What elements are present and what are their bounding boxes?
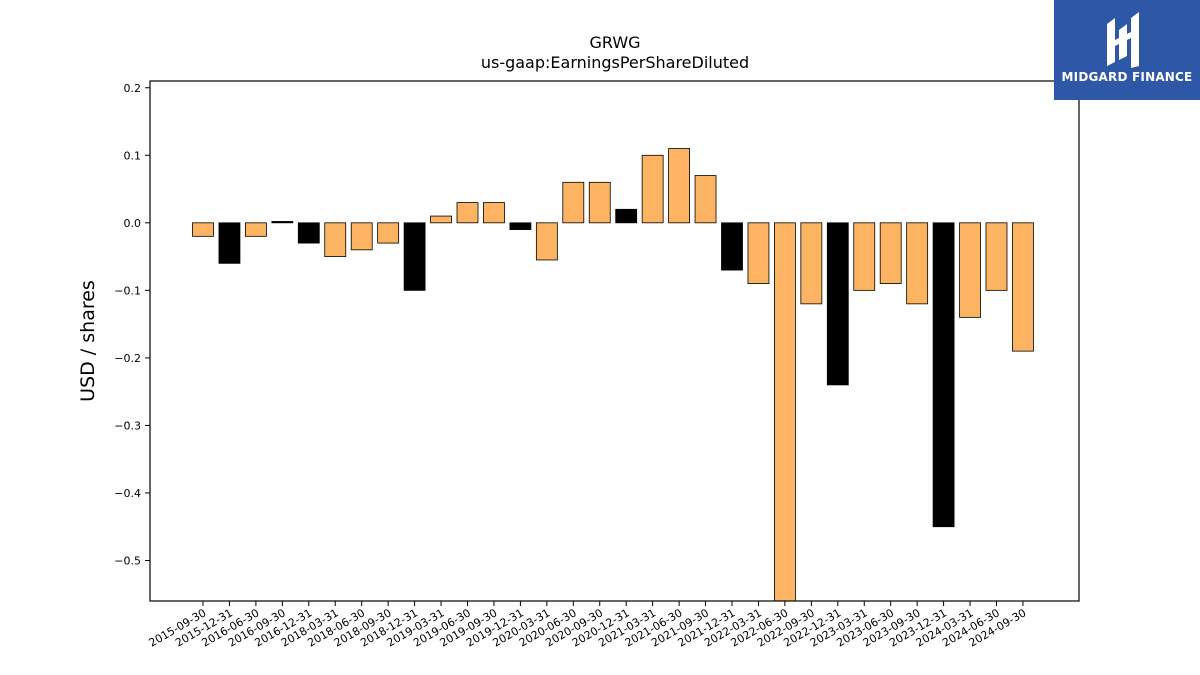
bar-2022-03-31: [747, 222, 770, 284]
bar-2020-12-31: [615, 208, 638, 224]
bar-2024-06-30: [985, 222, 1008, 291]
bar-2020-06-30: [562, 181, 585, 224]
y-tick-label: −0.3: [114, 419, 141, 432]
chart-title: GRWG: [589, 33, 640, 52]
bar-2019-09-30: [483, 202, 505, 224]
y-tick-label: −0.2: [114, 352, 141, 365]
logo-text: MIDGARD FINANCE: [1061, 70, 1193, 84]
bar-2018-06-30: [350, 222, 373, 251]
y-tick-label: 0.2: [124, 82, 142, 95]
bar-2016-06-30: [244, 222, 267, 237]
bar-2022-12-31: [826, 222, 849, 386]
plot-frame: [149, 80, 1080, 602]
bar-2021-09-30: [694, 175, 717, 224]
midgard-finance-logo: MIDGARD FINANCE: [1054, 0, 1200, 100]
chart-subtitle: us-gaap:EarningsPerShareDiluted: [481, 53, 749, 72]
y-ticks-group: 0.2 0.1 0.0 −0.1 −0.2 −0.3 −0.4 −0.5: [114, 82, 150, 567]
bar-2019-06-30: [456, 202, 479, 224]
bar-2018-03-31: [324, 222, 347, 257]
y-axis-label: USD / shares: [77, 280, 99, 402]
bar-2022-09-30: [800, 222, 823, 305]
bar-2022-06-30: [774, 222, 796, 602]
bar-2016-09-30: [271, 221, 294, 224]
bar-2021-06-30: [668, 148, 690, 224]
bar-2015-09-30: [192, 222, 214, 237]
bar-2021-03-31: [641, 154, 664, 224]
bar-2024-03-31: [959, 222, 981, 318]
y-tick-label: −0.4: [114, 487, 141, 500]
y-tick-label: −0.1: [114, 284, 141, 297]
bar-2020-09-30: [588, 181, 611, 224]
bar-2020-03-31: [535, 222, 558, 261]
y-tick-label: 0.0: [124, 217, 142, 230]
bar-2021-12-31: [721, 222, 743, 271]
bar-2019-03-31: [430, 215, 452, 224]
bar-2018-09-30: [377, 222, 400, 244]
bar-2023-09-30: [906, 222, 929, 305]
y-tick-label: 0.1: [124, 149, 142, 162]
bars-group: [192, 148, 1034, 602]
bar-2018-12-31: [403, 222, 426, 291]
bar-2016-12-31: [297, 222, 320, 244]
bar-2015-12-31: [218, 222, 241, 264]
midgard-m-icon: [1107, 12, 1139, 68]
bar-2023-12-31: [932, 222, 955, 528]
x-ticks-group: 2015-09-302015-12-312016-06-302016-09-30…: [147, 601, 1028, 650]
bar-2024-09-30: [1012, 222, 1034, 352]
bar-2023-06-30: [879, 222, 902, 284]
bar-2023-03-31: [853, 222, 876, 291]
bar-2019-12-31: [509, 222, 532, 230]
y-tick-label: −0.5: [114, 554, 141, 567]
